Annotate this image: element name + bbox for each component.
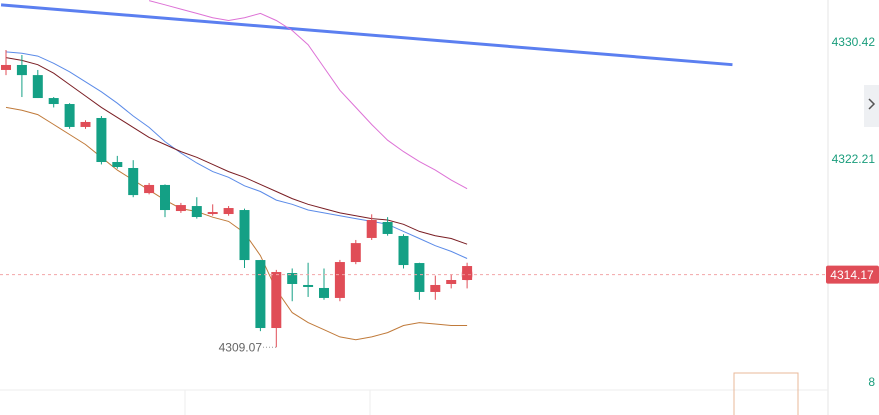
candle-body bbox=[175, 205, 186, 212]
candle-body bbox=[334, 262, 345, 298]
candle-body bbox=[239, 210, 250, 261]
candle-body bbox=[462, 266, 473, 280]
low-annotation: 4309.07 bbox=[219, 340, 263, 354]
candle-body bbox=[223, 208, 234, 215]
y-tick-label: 4322.21 bbox=[832, 152, 876, 166]
candle-body bbox=[271, 272, 282, 329]
candle-body bbox=[446, 279, 457, 284]
candle-body bbox=[303, 284, 314, 287]
side-button[interactable] bbox=[864, 85, 879, 127]
candle-body bbox=[398, 235, 409, 266]
candle-body bbox=[430, 284, 441, 292]
candle-body bbox=[319, 287, 329, 298]
indicator-line bbox=[148, 0, 468, 190]
candle-body bbox=[207, 212, 218, 215]
candle-body bbox=[96, 117, 107, 163]
candle-body bbox=[112, 162, 123, 168]
candle-body bbox=[366, 220, 377, 238]
candle-body bbox=[32, 75, 43, 99]
last-price-label: 4314.17 bbox=[830, 268, 874, 282]
candle-body bbox=[350, 243, 361, 263]
candle-body bbox=[191, 206, 202, 218]
candle-body bbox=[64, 104, 75, 127]
candle-body bbox=[287, 273, 298, 284]
candle-body bbox=[255, 260, 266, 329]
trendline bbox=[0, 3, 733, 67]
candle-body bbox=[144, 184, 155, 194]
candle-body bbox=[16, 64, 27, 76]
candle-body bbox=[128, 167, 139, 196]
candle-body bbox=[414, 263, 425, 292]
candle-body bbox=[48, 98, 59, 105]
side-button-arrow[interactable] bbox=[868, 98, 876, 110]
indicator-line bbox=[5, 57, 468, 245]
last-price-pulse bbox=[461, 268, 474, 281]
y-tick-label: 4330.42 bbox=[832, 35, 876, 49]
candle-body bbox=[1, 64, 11, 70]
candle-body bbox=[382, 222, 393, 234]
last-price-box bbox=[826, 265, 879, 284]
volume-tick-label: 8 bbox=[868, 375, 875, 389]
candle-body bbox=[160, 184, 170, 211]
candle-body bbox=[80, 121, 91, 127]
indicator-line bbox=[5, 106, 468, 341]
volume-box bbox=[733, 372, 799, 415]
